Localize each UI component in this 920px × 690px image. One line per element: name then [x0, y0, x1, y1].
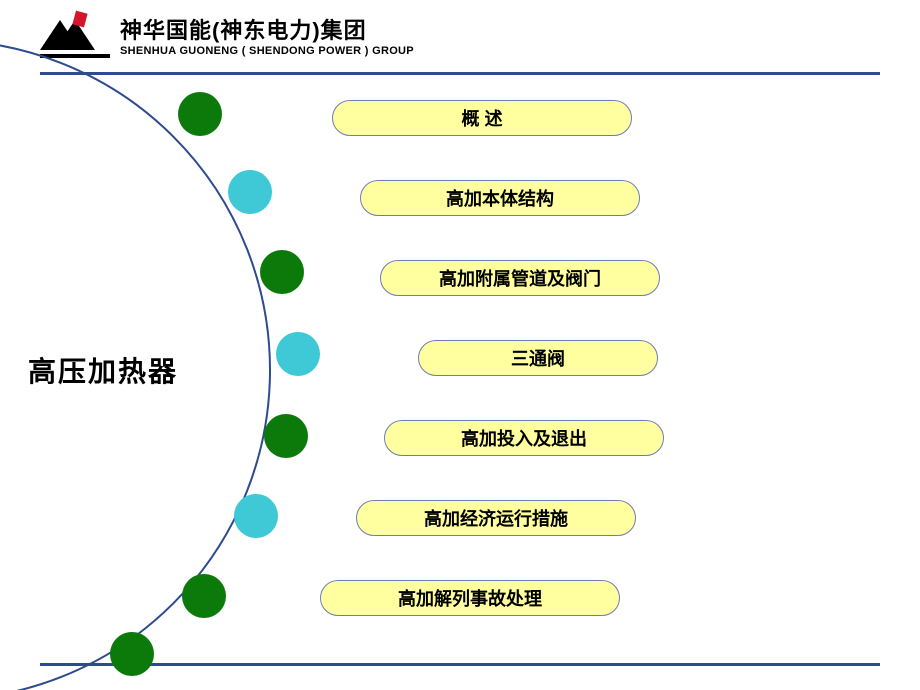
topic-capsule[interactable]: 概 述 [332, 100, 632, 136]
dot-green [182, 574, 226, 618]
dot-green [110, 632, 154, 676]
topic-capsule[interactable]: 高加本体结构 [360, 180, 640, 216]
dot-cyan [228, 170, 272, 214]
topic-label: 高加投入及退出 [461, 425, 587, 451]
company-logo-icon [40, 10, 110, 60]
dot-cyan [234, 494, 278, 538]
topic-label: 概 述 [461, 105, 502, 131]
topic-label: 三通阀 [511, 345, 565, 371]
dot-cyan [276, 332, 320, 376]
topic-label: 高加经济运行措施 [424, 505, 568, 531]
divider-top [40, 72, 880, 75]
topic-label: 高加解列事故处理 [398, 585, 542, 611]
dot-green [178, 92, 222, 136]
page-title: 高压加热器 [28, 350, 178, 390]
dot-green [264, 414, 308, 458]
topic-capsule[interactable]: 高加解列事故处理 [320, 580, 620, 616]
company-name-cn: 神华国能(神东电力)集团 [120, 13, 414, 45]
topic-label: 高加附属管道及阀门 [439, 265, 601, 291]
header: 神华国能(神东电力)集团 SHENHUA GUONENG ( SHENDONG … [40, 10, 414, 60]
company-name-en: SHENHUA GUONENG ( SHENDONG POWER ) GROUP [120, 45, 414, 57]
dot-green [260, 250, 304, 294]
divider-bottom [40, 663, 880, 666]
topic-capsule[interactable]: 三通阀 [418, 340, 658, 376]
company-name: 神华国能(神东电力)集团 SHENHUA GUONENG ( SHENDONG … [120, 13, 414, 57]
topic-capsule[interactable]: 高加经济运行措施 [356, 500, 636, 536]
topic-capsule[interactable]: 高加投入及退出 [384, 420, 664, 456]
topic-capsule[interactable]: 高加附属管道及阀门 [380, 260, 660, 296]
topic-label: 高加本体结构 [446, 185, 554, 211]
